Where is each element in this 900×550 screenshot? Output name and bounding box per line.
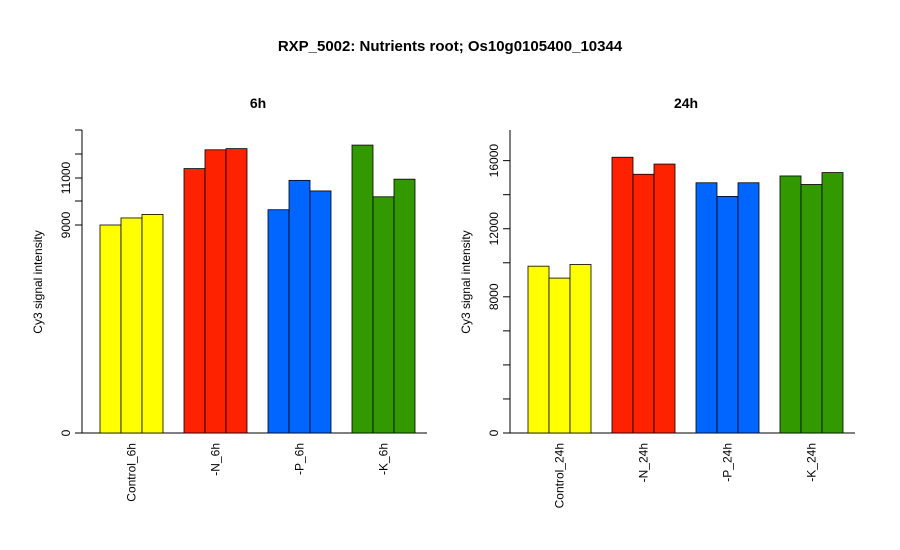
bar-1-1-1 <box>632 173 655 434</box>
y-axis-label-1: Cy3 signal intensity <box>459 230 473 333</box>
chart-main-title: RXP_5002: Nutrients root; Os10g0105400_1… <box>277 38 623 55</box>
bar-0-2-2 <box>309 190 332 434</box>
category-label-1-0: Control_24h <box>553 443 567 508</box>
bar-0-0-2 <box>141 214 164 434</box>
category-label-1-3: -K_24h <box>805 443 819 482</box>
y-tick-label-1-6: 12000 <box>487 212 501 246</box>
bar-0-1-0 <box>183 168 206 434</box>
panel-title-0: 6h <box>250 95 266 111</box>
category-label-0-0: Control_6h <box>125 443 139 502</box>
bar-1-0-0 <box>527 265 550 434</box>
bar-0-3-0 <box>351 144 374 434</box>
bar-1-2-2 <box>737 182 760 434</box>
y-tick-label-1-0: 0 <box>487 429 501 436</box>
bar-0-0-0 <box>99 224 122 434</box>
bar-0-2-0 <box>267 209 290 434</box>
y-tick-label-1-8: 16000 <box>487 144 501 178</box>
category-label-0-2: -P_6h <box>293 443 307 475</box>
bar-1-3-1 <box>800 184 823 434</box>
bar-1-1-0 <box>611 156 634 434</box>
bar-1-2-0 <box>695 182 718 434</box>
y-tick-label-1-4: 8000 <box>487 283 501 310</box>
bar-1-3-2 <box>821 172 844 434</box>
bar-0-3-1 <box>372 196 395 434</box>
y-axis-label-0: Cy3 signal intensity <box>31 230 45 333</box>
y-tick-label-0-3: 11000 <box>59 161 73 194</box>
y-tick-label-0-0: 0 <box>59 429 73 436</box>
bar-0-1-2 <box>225 148 248 434</box>
category-label-1-2: -P_24h <box>721 443 735 482</box>
bar-1-1-2 <box>653 163 676 434</box>
bar-0-2-1 <box>288 179 311 434</box>
bar-0-1-1 <box>204 149 227 434</box>
bar-1-3-0 <box>779 175 802 434</box>
category-label-0-3: -K_6h <box>377 443 391 475</box>
y-tick-label-0-1: 9000 <box>59 211 73 238</box>
bar-1-2-1 <box>716 195 739 434</box>
bar-1-0-2 <box>569 264 592 434</box>
bar-0-0-1 <box>120 217 143 434</box>
category-label-0-1: -N_6h <box>209 443 223 476</box>
bar-1-0-1 <box>548 277 571 434</box>
category-label-1-1: -N_24h <box>637 443 651 482</box>
bar-0-3-2 <box>393 178 416 434</box>
panel-title-1: 24h <box>674 95 698 111</box>
